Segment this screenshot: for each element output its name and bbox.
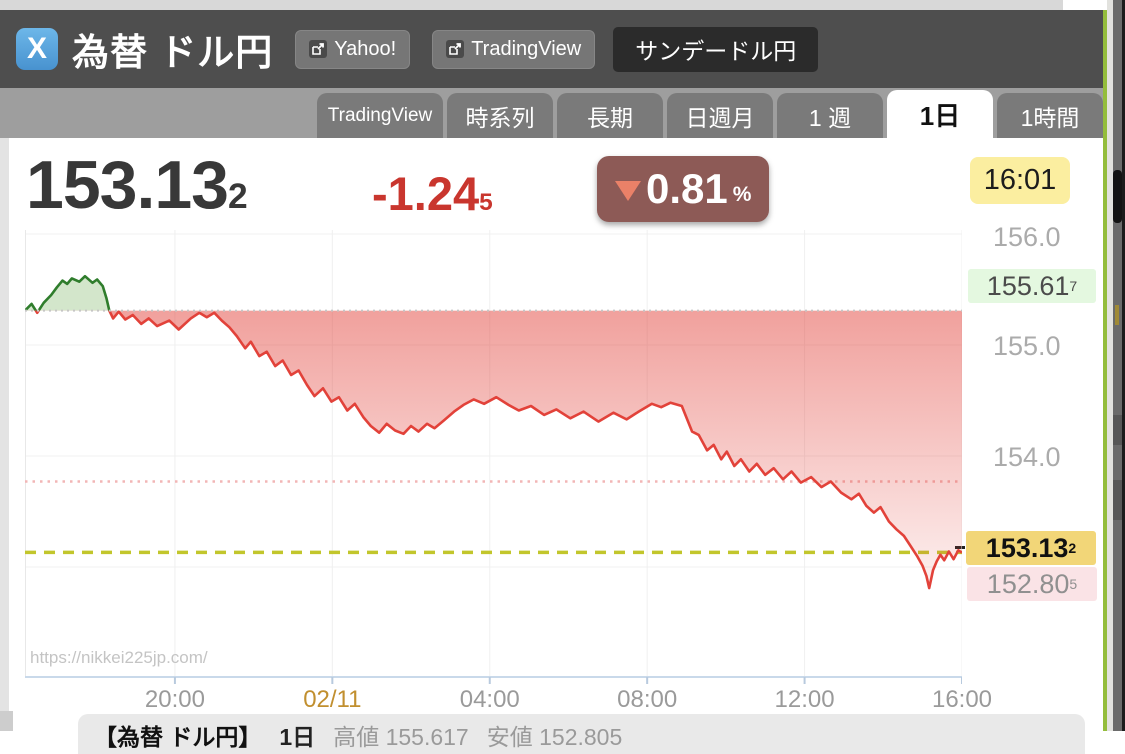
bottom-left-fragment — [0, 711, 13, 731]
last-price-badge: 153.13 2 — [966, 531, 1096, 565]
sunday-dollar-yen-button[interactable]: サンデードル円 — [613, 26, 819, 72]
down-triangle-icon — [615, 181, 641, 201]
y-axis-label-156: 156.0 — [993, 222, 1061, 252]
x-twitter-icon[interactable]: X — [16, 28, 58, 70]
header: X 為替 ドル円 Yahoo! TradingView サンデードル円 — [0, 10, 1103, 88]
tab-day-week-month[interactable]: 日週月 — [667, 93, 773, 138]
page-title: 為替 ドル円 — [72, 32, 274, 73]
tab-long-term[interactable]: 長期 — [557, 93, 663, 138]
change-subscript: 5 — [479, 189, 493, 216]
price-area-chart — [24, 230, 963, 684]
page-accent-border — [1103, 10, 1107, 731]
price-change: -1.245 — [372, 167, 493, 220]
tradingview-link-button[interactable]: TradingView — [432, 29, 596, 69]
percent-value: 0.81 — [646, 165, 728, 212]
day-low-badge: 152.80 5 — [967, 567, 1097, 601]
external-link-icon — [309, 40, 328, 58]
tradingview-link-label: TradingView — [471, 37, 582, 60]
tab-1-day[interactable]: 1日 — [887, 90, 993, 138]
footer-high: 高値 155.617 — [333, 724, 469, 750]
top-strip-corner — [1063, 0, 1103, 10]
day-high-badge: 155.61 7 — [968, 269, 1096, 303]
percent-unit: % — [732, 183, 752, 206]
current-price: 153.132 — [26, 147, 248, 223]
period-tabbar: TradingView 時系列 長期 日週月 1 週 1日 1時間 — [0, 88, 1103, 138]
scrollbar-gutter — [1107, 0, 1113, 731]
tab-tradingview[interactable]: TradingView — [317, 93, 443, 138]
scrollbar-marker-yellow — [1115, 305, 1119, 325]
tab-1-week[interactable]: 1 週 — [777, 93, 883, 138]
price-subscript: 2 — [227, 177, 248, 216]
scrollbar-marker — [1113, 415, 1122, 445]
yahoo-link-button[interactable]: Yahoo! — [295, 29, 411, 69]
tab-time-series[interactable]: 時系列 — [447, 93, 553, 138]
chart-area[interactable] — [24, 230, 963, 686]
left-edge-border — [0, 138, 9, 731]
x-axis-label: 08:00 — [617, 686, 678, 713]
x-axis-label: 20:00 — [144, 686, 205, 713]
x-axis-label: 12:00 — [774, 686, 835, 713]
quote-time-badge: 16:01 — [970, 157, 1070, 204]
x-axis-label: 04:00 — [459, 686, 520, 713]
scrollbar-thumb[interactable] — [1113, 170, 1122, 223]
footer-period: 1日 — [279, 724, 316, 750]
scrollbar-track[interactable] — [1113, 0, 1122, 731]
footer-summary-panel: 【為替 ドル円】 1日 高値 155.617 安値 152.805 — [78, 714, 1085, 754]
yahoo-link-label: Yahoo! — [334, 37, 397, 60]
external-link-icon — [446, 40, 465, 58]
y-axis-label-154: 154.0 — [993, 442, 1061, 472]
scrollbar-marker — [1113, 480, 1122, 520]
window-edge — [1122, 0, 1125, 731]
tab-1-hour[interactable]: 1時間 — [997, 93, 1103, 138]
watermark-url: https://nikkei225jp.com/ — [30, 648, 208, 667]
y-axis-label-155: 155.0 — [993, 331, 1061, 361]
top-strip — [0, 0, 1103, 10]
footer-low: 安値 152.805 — [486, 724, 623, 750]
x-axis-label-date: 02/11 — [303, 686, 362, 713]
percent-change-badge: 0.81 % — [597, 156, 770, 222]
footer-title: 【為替 ドル円】 — [94, 724, 262, 750]
x-axis-label: 16:00 — [931, 686, 993, 713]
